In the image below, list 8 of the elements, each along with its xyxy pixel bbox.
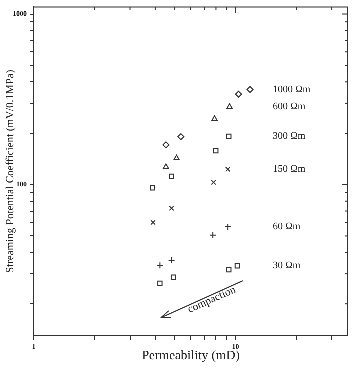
text: 60 Ωm xyxy=(273,222,301,233)
x-axis-title: Permeability (mD) xyxy=(142,348,240,363)
series-label: 1000 Ωm xyxy=(273,84,311,96)
text: 150 Ωm xyxy=(273,164,306,176)
text: 300 Ωm xyxy=(273,131,306,142)
text: 600 Ωm xyxy=(273,102,306,113)
text: 30 Ωm xyxy=(273,260,301,272)
y-axis-title: Streaming Potential Coefficient (mV/0.1MPa) xyxy=(4,70,16,274)
